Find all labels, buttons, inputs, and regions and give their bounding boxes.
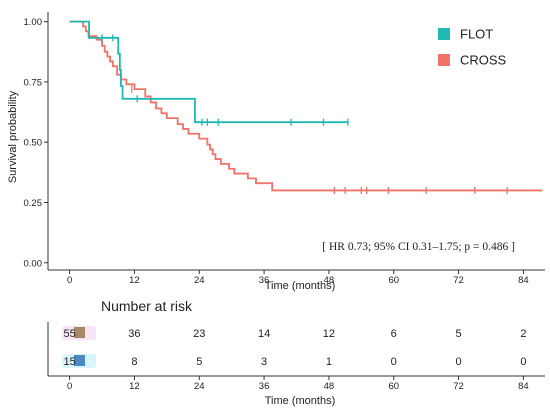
risk-count-flot: 3 (261, 356, 267, 368)
survival-line-cross (69, 20, 543, 192)
survival-curves (69, 20, 543, 194)
risk-x-tick-label: 0 (67, 381, 72, 392)
risk-count-cross: 12 (323, 328, 335, 340)
x-tick-label: 12 (129, 275, 140, 286)
risk-count-flot: 8 (131, 356, 137, 368)
risk-count-flot: 0 (456, 356, 462, 368)
risk-count-cross: 36 (128, 328, 140, 340)
risk-count-flot: 5 (196, 356, 202, 368)
x-tick-label: 60 (388, 275, 399, 286)
risk-count-flot: 1 (326, 356, 332, 368)
legend-swatch-cross (438, 54, 450, 66)
y-axis-label: Survival probability (7, 90, 19, 183)
risk-table-panel: Number at risk 55 36 23 14 12 6 5 2 15 8 5 3 1 0 0 0 0 1… (47, 298, 545, 407)
risk-row-swatch-flot (74, 355, 85, 366)
risk-count-cross: 23 (193, 328, 205, 340)
risk-table-x-axis-label: Time (months) (265, 395, 336, 407)
x-axis-label: Time (months) (265, 280, 336, 292)
x-tick-label: 24 (194, 275, 205, 286)
legend-label-cross: CROSS (460, 53, 507, 68)
risk-count-cross: 5 (456, 328, 462, 340)
risk-count-cross: 6 (391, 328, 397, 340)
risk-count-cross: 2 (520, 328, 526, 340)
legend-swatch-flot (438, 28, 450, 40)
risk-count-flot: 0 (391, 356, 397, 368)
risk-count-flot: 15 (63, 356, 75, 368)
legend: FLOT CROSS (438, 27, 507, 68)
y-tick-label: 0.50 (24, 138, 43, 149)
risk-x-tick-label: 36 (259, 381, 270, 392)
risk-x-tick-label: 24 (194, 381, 205, 392)
risk-count-flot: 0 (520, 356, 526, 368)
x-tick-label: 84 (518, 275, 529, 286)
risk-count-cross: 55 (63, 328, 75, 340)
x-tick-label: 72 (453, 275, 464, 286)
x-axis: 0 12 24 36 48 60 72 84 (48, 269, 545, 286)
x-tick-label: 0 (67, 275, 72, 286)
x-tick-label: 36 (259, 275, 270, 286)
y-tick-label: 0.00 (24, 258, 43, 269)
risk-x-tick-label: 48 (324, 381, 335, 392)
y-tick-label: 0.25 (24, 198, 43, 209)
risk-table-rows: 55 36 23 14 12 6 5 2 15 8 5 3 1 0 0 0 (62, 326, 526, 368)
risk-row-swatch-cross (74, 327, 85, 338)
hazard-ratio-annotation: [ HR 0.73; 95% CI 0.31–1.75; p = 0.486 ] (322, 241, 515, 253)
y-tick-label: 0.75 (24, 77, 43, 88)
x-tick-label: 48 (324, 275, 335, 286)
y-axis: 0.00 0.25 0.50 0.75 1.00 (24, 12, 49, 270)
risk-table-title: Number at risk (101, 298, 193, 314)
risk-table-x-axis: 0 12 24 36 48 60 72 84 (47, 322, 545, 392)
risk-x-tick-label: 12 (129, 381, 140, 392)
risk-x-tick-label: 84 (518, 381, 529, 392)
y-tick-label: 1.00 (24, 17, 43, 28)
survival-plot-panel: 0.00 0.25 0.50 0.75 1.00 0 12 24 36 48 60 72 84 Sur… (7, 12, 545, 292)
risk-x-tick-label: 72 (453, 381, 464, 392)
survival-line-flot (69, 20, 348, 124)
risk-x-tick-label: 60 (388, 381, 399, 392)
legend-label-flot: FLOT (460, 27, 493, 42)
risk-count-cross: 14 (258, 328, 270, 340)
